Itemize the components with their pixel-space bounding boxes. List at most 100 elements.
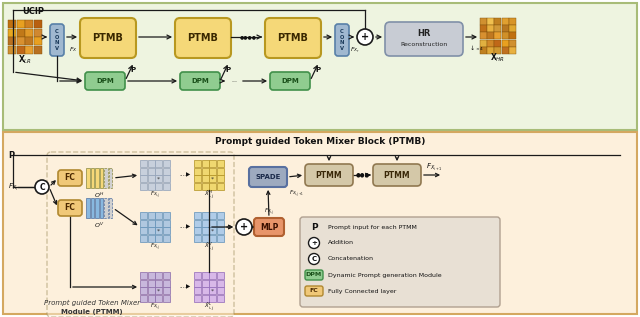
Bar [163, 167, 170, 175]
Bar [209, 167, 216, 175]
Text: DPM: DPM [96, 78, 114, 84]
FancyBboxPatch shape [270, 72, 310, 90]
Text: *: * [157, 288, 160, 293]
Bar [140, 160, 147, 167]
Bar [33, 20, 42, 28]
Bar [480, 18, 487, 25]
Bar [163, 212, 170, 219]
Text: $F_{X_{i+1}}$: $F_{X_{i+1}}$ [426, 161, 442, 172]
Text: *: * [211, 176, 214, 181]
Bar [509, 32, 516, 39]
Text: Fully Connected layer: Fully Connected layer [328, 288, 396, 294]
Text: +: + [361, 32, 369, 42]
Text: $F_{X_{i,j+1}}$: $F_{X_{i,j+1}}$ [289, 189, 305, 199]
Text: ...: ... [231, 79, 237, 83]
Text: Prompt guided Token Mixer Block (PTMB): Prompt guided Token Mixer Block (PTMB) [215, 138, 425, 146]
Bar [147, 280, 155, 287]
Bar [480, 25, 487, 32]
Bar [209, 235, 216, 242]
Bar [140, 280, 147, 287]
FancyBboxPatch shape [305, 286, 323, 296]
Bar [194, 227, 201, 234]
Bar [163, 227, 170, 234]
Text: $\downarrow_{\times 4}$: $\downarrow_{\times 4}$ [468, 43, 484, 53]
Bar [487, 40, 494, 47]
Bar [99, 198, 103, 218]
Bar [140, 287, 147, 294]
Bar [494, 47, 501, 54]
Bar [8, 29, 16, 37]
Bar [155, 212, 162, 219]
Bar [502, 40, 509, 47]
Text: PTMM: PTMM [384, 171, 410, 179]
FancyBboxPatch shape [265, 18, 321, 58]
Bar [147, 175, 155, 182]
Bar [17, 29, 25, 37]
Text: FC: FC [65, 173, 76, 183]
Bar [86, 198, 90, 218]
Bar [194, 272, 201, 279]
Text: PTMM: PTMM [316, 171, 342, 179]
Text: UCIP: UCIP [22, 8, 44, 16]
FancyBboxPatch shape [175, 18, 231, 58]
Bar [104, 198, 108, 218]
Bar [494, 40, 501, 47]
Bar [140, 175, 147, 182]
Bar [487, 18, 494, 25]
Bar [155, 167, 162, 175]
Bar [480, 40, 487, 47]
Bar [163, 280, 170, 287]
FancyBboxPatch shape [373, 164, 421, 186]
Bar [163, 183, 170, 190]
Bar [209, 160, 216, 167]
Bar [202, 160, 209, 167]
Text: $F_{X_r}$: $F_{X_r}$ [350, 45, 360, 55]
Text: HR: HR [417, 29, 431, 38]
Bar [140, 272, 147, 279]
Bar [216, 294, 224, 302]
Text: FC: FC [65, 204, 76, 212]
Text: P: P [310, 223, 317, 231]
Bar [90, 168, 94, 188]
Bar [216, 167, 224, 175]
Text: Module (PTMM): Module (PTMM) [61, 309, 123, 315]
Bar [163, 294, 170, 302]
Bar [194, 235, 201, 242]
Text: PTMB: PTMB [278, 33, 308, 43]
Bar [209, 175, 216, 182]
Bar [25, 46, 33, 54]
Bar [502, 32, 509, 39]
Bar [140, 235, 147, 242]
Bar [194, 175, 201, 182]
Bar [140, 227, 147, 234]
Bar [155, 219, 162, 227]
Text: +: + [311, 240, 317, 246]
Bar [147, 167, 155, 175]
Bar [216, 160, 224, 167]
Bar [494, 32, 501, 39]
Bar [147, 227, 155, 234]
Text: FC: FC [310, 288, 318, 294]
Text: MLP: MLP [260, 223, 278, 231]
Bar [216, 235, 224, 242]
Bar [147, 294, 155, 302]
Text: ●●●: ●●● [356, 172, 370, 178]
FancyBboxPatch shape [254, 218, 284, 236]
Bar [194, 167, 201, 175]
Bar [480, 47, 487, 54]
Bar [202, 212, 209, 219]
Bar [502, 18, 509, 25]
Bar [25, 29, 33, 37]
Bar [140, 294, 147, 302]
Bar [140, 219, 147, 227]
Bar [163, 287, 170, 294]
Bar [86, 168, 90, 188]
Text: P: P [131, 67, 136, 73]
Bar [194, 212, 201, 219]
Bar [202, 167, 209, 175]
Bar [216, 227, 224, 234]
Text: +: + [240, 222, 248, 232]
Text: ●●●●: ●●●● [239, 35, 257, 40]
Bar [25, 37, 33, 45]
Text: *: * [211, 228, 214, 233]
